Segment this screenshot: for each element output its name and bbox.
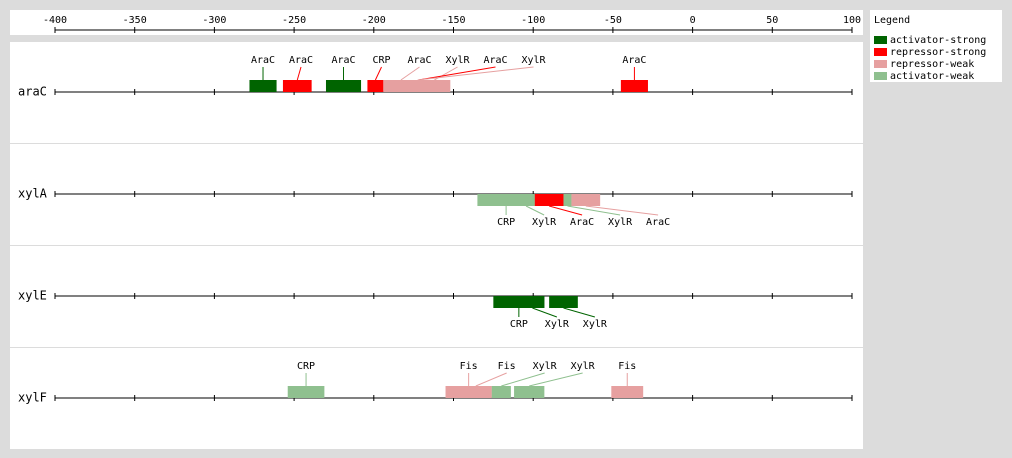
site-connector: [296, 66, 302, 81]
legend-label: repressor-weak: [890, 59, 974, 70]
site-label: Fis: [498, 361, 516, 372]
site-connector: [475, 372, 507, 387]
x-tick-label: 50: [766, 15, 778, 26]
legend-title: Legend: [874, 15, 910, 26]
legend-label: activator-strong: [890, 35, 986, 46]
site-label: Fis: [618, 361, 636, 372]
legend-swatch: [874, 36, 887, 44]
site-label: AraC: [289, 55, 313, 66]
x-tick-label: -200: [362, 15, 386, 26]
site-label: Fis: [460, 361, 478, 372]
site-label: XylR: [532, 217, 557, 228]
site-connector: [418, 66, 496, 81]
site-connector: [525, 205, 545, 216]
binding-site: [517, 194, 535, 206]
legend-swatch: [874, 60, 887, 68]
binding-site: [571, 194, 601, 206]
site-label: CRP: [297, 361, 315, 372]
site-connector: [549, 205, 583, 216]
x-tick-label: -350: [123, 15, 147, 26]
x-tick-label: 0: [690, 15, 696, 26]
binding-site: [394, 80, 441, 92]
site-connector: [563, 307, 595, 318]
legend-swatch: [874, 72, 887, 80]
row-name: xylF: [18, 391, 47, 405]
binding-site: [325, 80, 362, 92]
site-label: AraC: [570, 217, 594, 228]
binding-site: [459, 386, 492, 398]
site-connector: [501, 372, 545, 387]
binding-site: [611, 386, 644, 398]
site-connector: [567, 205, 621, 216]
x-tick-label: -100: [521, 15, 545, 26]
x-tick-label: -250: [282, 15, 306, 26]
legend-swatch: [874, 48, 887, 56]
site-label: XylR: [445, 55, 470, 66]
site-label: AraC: [646, 217, 670, 228]
binding-site: [520, 296, 545, 308]
site-connector: [529, 372, 583, 387]
binding-site: [249, 80, 277, 92]
site-label: XylR: [533, 361, 558, 372]
site-connector: [585, 205, 659, 216]
binding-site: [367, 80, 384, 92]
x-tick-label: 100: [843, 15, 861, 26]
legend-label: repressor-strong: [890, 47, 986, 58]
axis-panel: [10, 10, 863, 35]
site-label: XylR: [583, 319, 608, 330]
binding-site: [282, 80, 312, 92]
site-connector: [374, 66, 382, 81]
binding-site: [563, 194, 572, 206]
site-label: AraC: [251, 55, 275, 66]
site-label: XylR: [571, 361, 596, 372]
x-tick-label: -150: [441, 15, 465, 26]
binding-site: [491, 386, 511, 398]
site-label: AraC: [483, 55, 507, 66]
binding-site: [549, 296, 578, 308]
binding-site: [620, 80, 648, 92]
site-label: AraC: [407, 55, 431, 66]
row-name: xylA: [18, 187, 48, 201]
x-tick-label: -300: [202, 15, 226, 26]
binding-site: [287, 386, 325, 398]
site-connector: [532, 307, 558, 318]
site-label: AraC: [331, 55, 355, 66]
site-connector: [417, 66, 534, 81]
site-label: XylR: [608, 217, 633, 228]
site-label: XylR: [545, 319, 570, 330]
site-label: XylR: [521, 55, 546, 66]
row-name: xylE: [18, 289, 47, 303]
site-label: CRP: [510, 319, 528, 330]
binding-site: [534, 194, 564, 206]
site-label: AraC: [622, 55, 646, 66]
legend-label: activator-weak: [890, 71, 974, 82]
site-connector: [400, 66, 420, 81]
site-label: CRP: [372, 55, 390, 66]
site-label: CRP: [497, 217, 515, 228]
row-name: araC: [18, 85, 47, 99]
x-tick-label: -50: [604, 15, 622, 26]
x-tick-label: -400: [43, 15, 67, 26]
legend-box: [870, 10, 1002, 82]
binding-site: [514, 386, 545, 398]
